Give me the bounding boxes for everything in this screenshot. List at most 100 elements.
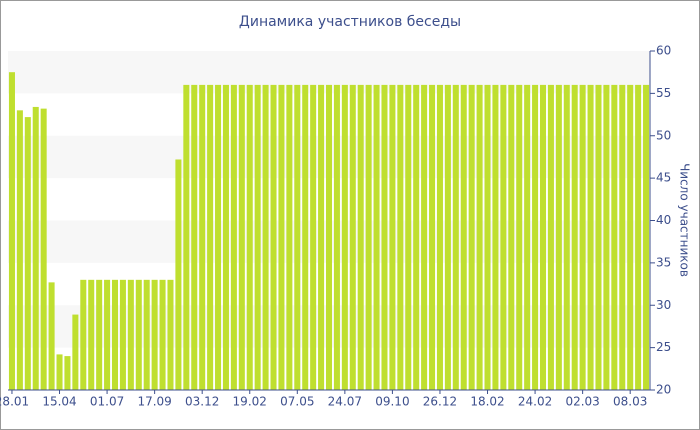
bar — [492, 84, 499, 391]
bar — [405, 84, 412, 391]
bar — [40, 108, 47, 390]
bar — [373, 84, 380, 391]
x-tick-label: 28.01 — [0, 395, 29, 409]
bar — [127, 279, 134, 390]
chart-title: Динамика участников беседы — [239, 14, 461, 30]
bar — [24, 117, 31, 390]
bar — [547, 84, 554, 391]
bar — [238, 84, 245, 391]
bar — [571, 84, 578, 391]
bar — [484, 84, 491, 391]
y-tick-label: 60 — [656, 44, 671, 58]
bar — [500, 84, 507, 391]
bar — [278, 84, 285, 391]
bar — [452, 84, 459, 391]
x-tick-label: 07.05 — [280, 395, 314, 409]
bar — [643, 84, 650, 391]
bar — [325, 84, 333, 391]
bar — [270, 84, 277, 391]
bar — [627, 84, 634, 391]
y-tick-label: 30 — [656, 298, 671, 312]
bar — [460, 84, 467, 391]
y-tick-label: 40 — [656, 213, 671, 227]
bar — [111, 279, 119, 390]
bar — [72, 314, 79, 390]
bar — [207, 84, 214, 391]
bar — [80, 279, 87, 390]
bar — [230, 84, 237, 391]
y-tick-label: 35 — [656, 255, 671, 269]
bar — [96, 279, 103, 390]
x-tick-label: 02.03 — [565, 395, 599, 409]
bar — [444, 84, 451, 391]
bar — [135, 279, 142, 390]
bar — [215, 84, 222, 391]
bar — [476, 84, 483, 391]
y-tick-label: 45 — [656, 171, 671, 185]
bar — [254, 84, 261, 391]
bar — [175, 159, 182, 390]
bar — [563, 84, 570, 391]
bar — [16, 110, 23, 390]
y-tick-label: 55 — [656, 86, 671, 100]
y-axis-label: Число участников — [678, 163, 692, 277]
bar — [397, 84, 404, 391]
y-tick-label: 20 — [656, 383, 671, 397]
x-tick-label: 08.03 — [613, 395, 647, 409]
bar — [262, 84, 269, 391]
bar — [611, 84, 618, 391]
x-tick-label: 15.04 — [42, 395, 76, 409]
bar — [310, 84, 317, 391]
bar — [48, 282, 55, 390]
bar — [183, 84, 190, 391]
bar — [357, 84, 364, 391]
bar — [603, 84, 610, 391]
x-tick-label: 26.12 — [423, 395, 457, 409]
bar — [524, 84, 531, 391]
bar — [365, 84, 372, 391]
x-tick-label: 19.02 — [233, 395, 267, 409]
y-tick-label: 25 — [656, 340, 671, 354]
bar — [119, 279, 126, 390]
bar — [555, 84, 562, 391]
bar — [539, 84, 547, 391]
bar — [341, 84, 348, 391]
x-tick-label: 24.07 — [328, 395, 362, 409]
bar — [619, 84, 626, 391]
x-tick-label: 18.02 — [470, 395, 504, 409]
x-tick-label: 03.12 — [185, 395, 219, 409]
bar — [516, 84, 523, 391]
bar — [508, 84, 515, 391]
bar — [468, 84, 475, 391]
x-tick-label: 17.09 — [137, 395, 171, 409]
bar — [286, 84, 293, 391]
bar — [421, 84, 428, 391]
bar — [532, 84, 539, 391]
bar — [151, 279, 158, 390]
bar — [246, 84, 253, 391]
bar — [413, 84, 420, 391]
bar — [8, 72, 15, 390]
bar — [199, 84, 206, 391]
bar — [32, 106, 39, 390]
bar — [587, 84, 594, 391]
y-tick-label: 50 — [656, 128, 671, 142]
bar — [64, 356, 71, 390]
bar — [635, 84, 642, 391]
bar — [595, 84, 602, 391]
bar — [222, 84, 229, 391]
bar — [333, 84, 340, 391]
bar — [191, 84, 198, 391]
bar — [302, 84, 309, 391]
bar — [88, 279, 95, 390]
x-tick-label: 01.07 — [90, 395, 124, 409]
bar — [143, 279, 150, 390]
bar — [159, 279, 166, 390]
bar — [294, 84, 301, 391]
bar — [349, 84, 356, 391]
bar — [167, 279, 174, 390]
bar — [436, 84, 443, 391]
bar — [56, 354, 63, 390]
bar — [381, 84, 388, 391]
